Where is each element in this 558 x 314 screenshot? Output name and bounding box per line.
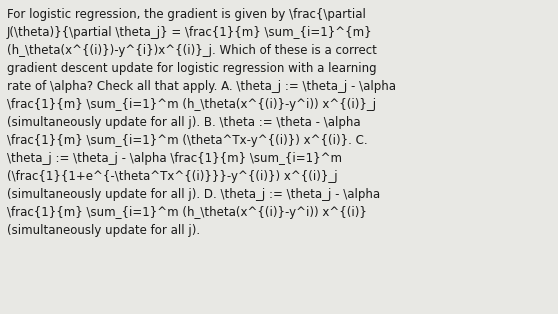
- Text: For logistic regression, the gradient is given by \frac{\partial
J(\theta)}{\par: For logistic regression, the gradient is…: [7, 8, 396, 237]
